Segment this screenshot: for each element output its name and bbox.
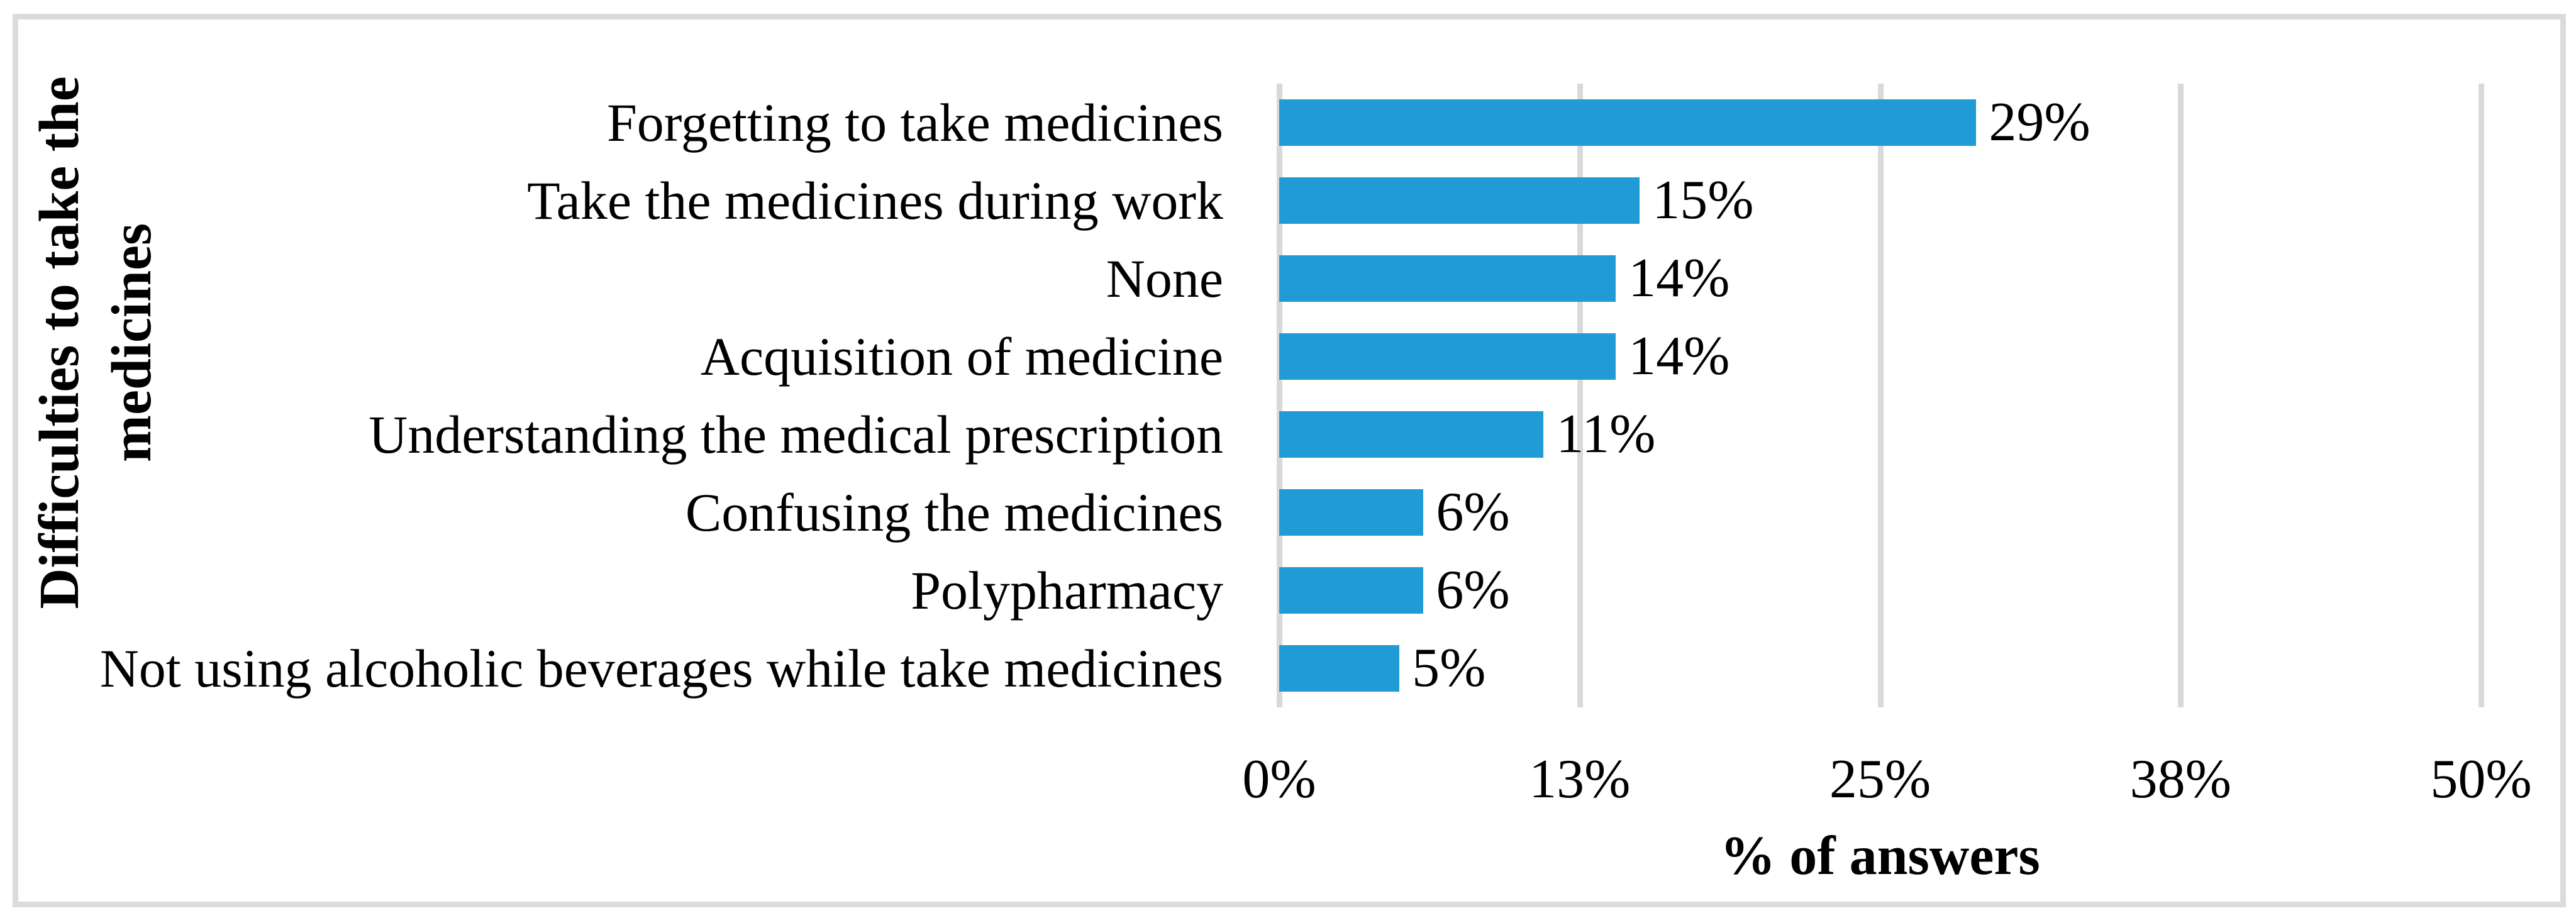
bar-value-label: 5%	[1412, 638, 1486, 699]
bar-row: 11%	[1279, 395, 2481, 473]
category-axis: Forgetting to take medicines Take the me…	[0, 84, 1223, 707]
category-label: Take the medicines during work	[527, 170, 1223, 231]
bar	[1279, 255, 1616, 302]
bar	[1279, 489, 1424, 536]
bar-value-label: 15%	[1652, 170, 1754, 231]
bar-value-label: 6%	[1436, 482, 1510, 543]
bars-container: 29% 15% 14% 14% 11% 6%	[1279, 84, 2481, 707]
category-label: Not using alcoholic beverages while take…	[99, 638, 1223, 699]
bar-row: 14%	[1279, 318, 2481, 395]
bar-row: 15%	[1279, 162, 2481, 240]
category-label: Polypharmacy	[911, 560, 1223, 621]
bar-value-label: 6%	[1436, 560, 1510, 621]
bar	[1279, 177, 1640, 224]
bar	[1279, 99, 1977, 146]
gridline	[2479, 84, 2484, 707]
x-tick-label: 38%	[2129, 749, 2231, 810]
bar-value-label: 11%	[1556, 404, 1656, 465]
category-label: Forgetting to take medicines	[606, 92, 1223, 153]
bar-row: 14%	[1279, 240, 2481, 318]
x-tick-label: 50%	[2430, 749, 2532, 810]
category-label: Understanding the medical prescription	[369, 404, 1223, 465]
x-tick-label: 0%	[1242, 749, 1316, 810]
bar-value-label: 29%	[1989, 92, 2090, 153]
x-axis-title: % of answers	[1720, 826, 2040, 887]
gridline	[2178, 84, 2184, 707]
x-tick-label: 13%	[1529, 749, 1631, 810]
bar-value-label: 14%	[1628, 248, 1730, 309]
category-label: Acquisition of medicine	[700, 326, 1223, 387]
bar-row: 29%	[1279, 84, 2481, 162]
plot-area: 29% 15% 14% 14% 11% 6%	[1277, 84, 2484, 707]
gridline	[1277, 84, 1282, 707]
category-label: None	[1106, 248, 1223, 309]
bar-row: 6%	[1279, 551, 2481, 629]
bar	[1279, 645, 1400, 692]
category-label: Confusing the medicines	[685, 482, 1223, 543]
bar	[1279, 333, 1616, 380]
x-axis: 0% 13% 25% 38% 50%	[1242, 749, 2531, 821]
bar	[1279, 567, 1424, 614]
x-tick-label: 25%	[1829, 749, 1931, 810]
gridline	[1877, 84, 1884, 707]
gridline	[1577, 84, 1583, 707]
bar-row: 5%	[1279, 629, 2481, 707]
bar-row: 6%	[1279, 473, 2481, 551]
bar	[1279, 411, 1544, 458]
bar-value-label: 14%	[1628, 326, 1730, 387]
